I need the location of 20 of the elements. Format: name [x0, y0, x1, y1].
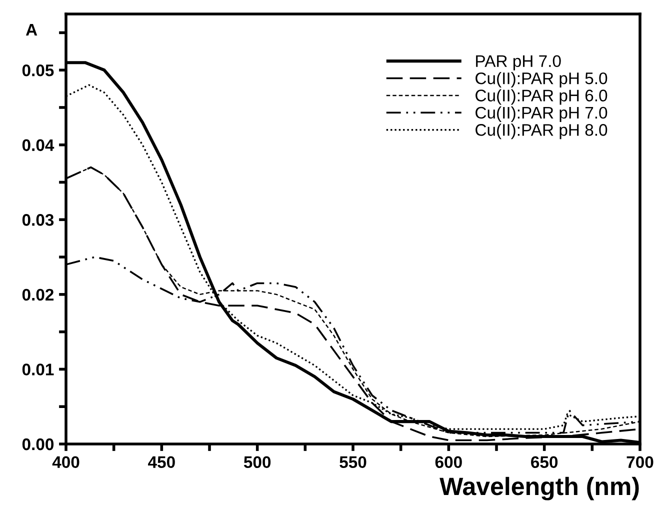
x-tick-label: 700	[626, 456, 654, 468]
x-tick-label: 450	[148, 456, 175, 468]
y-tick-label: 0.02	[22, 288, 54, 301]
y-tick-label: 0.01	[22, 364, 54, 376]
y-tick-label: 0.00	[22, 438, 54, 450]
x-axis-title: Wavelength (nm)	[440, 476, 639, 500]
y-tick-label: 0.03	[22, 214, 54, 226]
legend-label: Cu(II):PAR pH 6.0	[476, 89, 608, 105]
legend-label: Cu(II):PAR pH 8.0	[476, 124, 608, 140]
x-tick-label: 500	[244, 456, 271, 468]
x-tick-label: 650	[531, 456, 558, 468]
legend-label: Cu(II):PAR pH 7.0	[476, 106, 608, 122]
y-tick-label: 0.05	[22, 64, 54, 76]
y-tick-label: 0.04	[22, 139, 54, 152]
legend-label: Cu(II):PAR pH 5.0	[476, 72, 608, 88]
y-axis-title: A	[26, 24, 38, 36]
legend-label: PAR pH 7.0	[476, 55, 561, 70]
x-tick-label: 400	[52, 456, 80, 468]
x-tick-label: 550	[340, 456, 366, 468]
x-tick-label: 600	[435, 456, 462, 468]
